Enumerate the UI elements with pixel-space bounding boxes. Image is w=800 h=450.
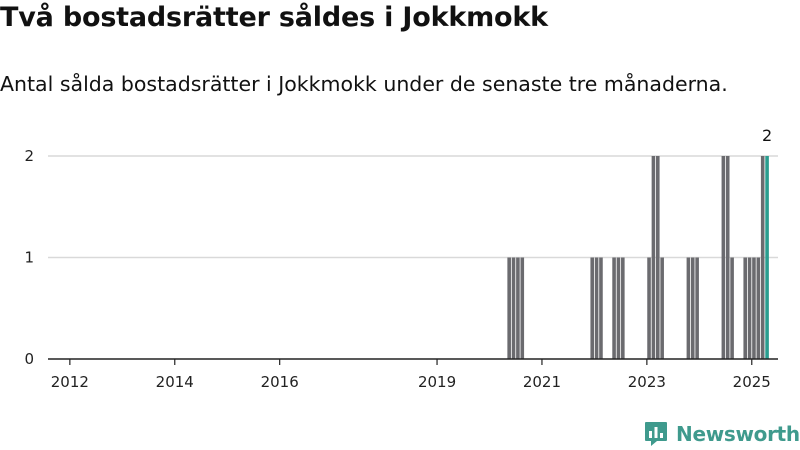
bar <box>599 257 603 359</box>
bar <box>725 156 730 359</box>
x-tick-label: 2012 <box>51 373 89 391</box>
x-tick-label: 2016 <box>261 373 299 391</box>
bar-highlight <box>765 156 769 359</box>
bar-chart: 0 1 2 2 2012 2014 2016 2019 2021 2023 2025 <box>24 126 778 391</box>
x-tick-label: 2023 <box>628 373 666 391</box>
bar <box>660 257 664 359</box>
bar <box>730 257 734 359</box>
bar <box>690 257 695 359</box>
bar <box>511 257 516 359</box>
bar <box>686 257 691 359</box>
bar <box>616 257 621 359</box>
data-label: 2 <box>762 126 772 145</box>
bar <box>590 257 595 359</box>
bar <box>507 257 511 359</box>
chart-title: Två bostadsrätter såldes i Jokkmokk <box>0 2 548 33</box>
chart-subtitle: Antal sålda bostadsrätter i Jokkmokk und… <box>0 72 728 96</box>
bar <box>721 156 726 359</box>
bar <box>752 257 756 359</box>
x-tick-label: 2025 <box>733 373 771 391</box>
bar <box>651 156 656 359</box>
bar <box>695 257 699 359</box>
bar <box>520 257 525 359</box>
bar <box>621 257 625 359</box>
y-tick-label: 0 <box>24 350 34 368</box>
bar <box>516 257 520 359</box>
y-tick-label: 2 <box>24 147 34 165</box>
bar <box>756 257 761 359</box>
brand-name: Newsworthy <box>676 422 800 446</box>
bar <box>655 156 660 359</box>
bar <box>760 156 765 359</box>
newsworthy-logo-icon <box>645 422 667 446</box>
bar <box>594 257 599 359</box>
y-tick-label: 1 <box>24 249 34 267</box>
bar <box>747 257 752 359</box>
bar <box>647 257 651 359</box>
bar <box>612 257 616 359</box>
bar <box>743 257 748 359</box>
x-tick-label: 2014 <box>156 373 194 391</box>
newsworthy-logo: Newsworthy <box>644 420 800 448</box>
x-tick-label: 2019 <box>418 373 456 391</box>
x-tick-label: 2021 <box>523 373 561 391</box>
